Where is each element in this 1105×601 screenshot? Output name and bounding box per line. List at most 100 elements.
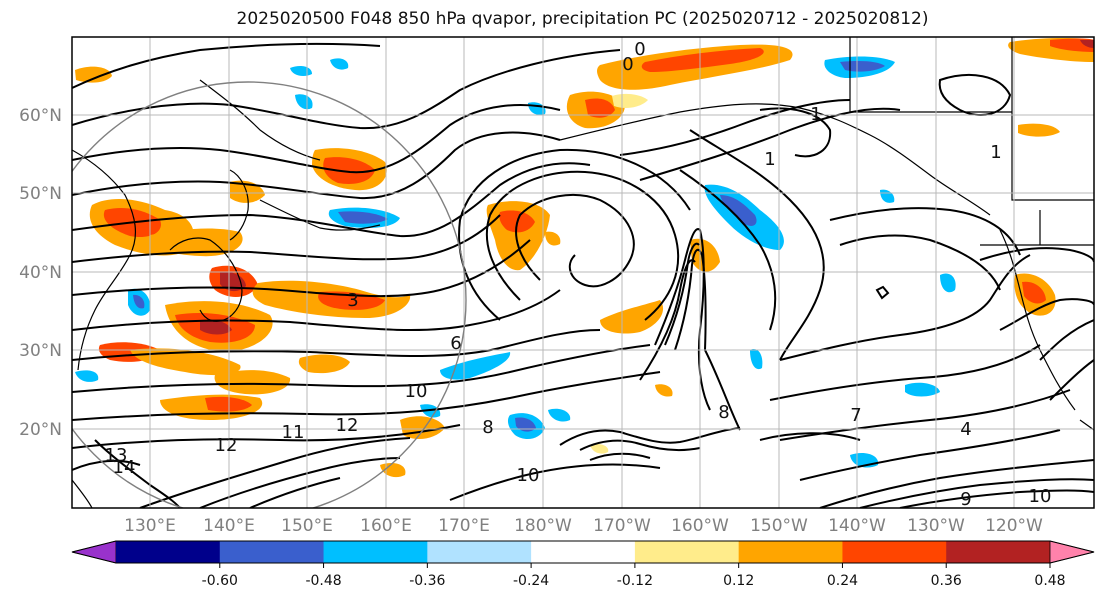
contour-label: 8 [718,402,729,423]
contour-line [199,457,401,508]
precip-patch [750,349,763,370]
lon-label: 180°W [514,516,572,536]
chart-title: 2025020500 F048 850 hPa qvapor, precipit… [236,9,929,29]
colorbar-tick-label: -0.60 [202,573,238,589]
contour-label: 7 [850,405,861,426]
contour-label: 1 [764,149,775,170]
precip-patch [548,408,571,422]
lat-label: 50°N [19,184,62,204]
lon-label: 130°W [907,516,965,536]
latitude-labels: 60°N 50°N 40°N 30°N 20°N [19,106,62,440]
contour-labels: 0 0 1 1 1 3 6 7 8 8 10 10 11 12 12 13 14… [105,39,1052,510]
colorbar-tick-label: -0.36 [409,573,445,589]
precip-patch [200,319,232,335]
contour-label: 4 [960,419,971,440]
contour-line [72,344,651,393]
contour-line [72,424,461,449]
gridlines [72,37,1094,508]
precip-patch [840,61,885,72]
contour-label: 0 [634,39,645,60]
coastline [259,199,381,231]
contour-label: 10 [517,465,540,486]
contour-line [72,214,501,263]
precip-patch [133,294,145,309]
precip-patch [214,370,291,395]
contour-label: 1 [990,142,1001,163]
precip-patch [75,370,99,382]
colorbar-tick-label: 0.48 [1034,573,1065,589]
contour-line [72,289,561,332]
range-circle [72,81,467,508]
lat-label: 20°N [19,420,62,440]
coastline [72,149,136,371]
contour-line [999,298,1094,331]
precip-patch [130,348,241,376]
contour-line [689,129,825,361]
precip-patch [295,94,313,110]
contour-label: 10 [1029,486,1052,507]
colorbar: -0.60 -0.48 -0.36 -0.24 -0.12 0.12 0.24 0.36 0.4… [71,540,1095,589]
contour-line [759,432,861,441]
colorbar-outline [71,540,1095,564]
contour-label: 9 [960,489,971,510]
contour-line [979,247,1094,263]
lon-label: 160°W [671,516,729,536]
lon-label: 140°E [203,516,255,536]
precip-patch [330,58,349,70]
lon-label: 170°W [593,516,651,536]
contour-line [829,207,1021,256]
colorbar-segment [219,541,325,563]
lon-label: 150°E [281,516,333,536]
colorbar-extend-high [1049,540,1095,564]
precip-patch [720,195,757,226]
contour-line [875,285,890,300]
lon-label: 160°E [360,516,412,536]
precip-patch [338,211,388,224]
contour-line [1039,319,1094,361]
precip-patch [641,48,764,72]
longitude-labels: 130°E 140°E 150°E 160°E 170°E 180°W 170°… [124,516,1043,536]
lon-label: 120°W [985,516,1043,536]
contour-line [938,74,1012,116]
precip-patch [515,417,536,432]
contour-line [1049,359,1094,401]
colorbar-tick-label: 0.12 [723,573,754,589]
coastline [169,237,243,322]
precip-patch [545,231,561,246]
colorbar-tick-label: 0.24 [827,573,858,589]
precip-patch [1018,123,1060,137]
contour-line [819,459,1094,508]
contour-line [589,452,651,461]
lon-label: 170°E [438,516,490,536]
qvapor-contours [72,42,1094,508]
precip-patch [75,66,112,83]
colorbar-segment [531,541,636,563]
lon-label: 140°W [828,516,886,536]
coastline [559,103,991,216]
contour-line [579,439,701,452]
contour-line [72,459,141,471]
contour-label: 10 [405,381,428,402]
precip-patch [323,157,375,184]
contour-line [485,170,680,321]
lat-label: 30°N [19,341,62,361]
contour-line [515,194,635,288]
colorbar-segment [323,541,428,563]
colorbar-segment [116,541,221,563]
precip-patch [612,93,648,108]
colorbar-segment [842,541,947,563]
colorbar-tick-label: -0.24 [513,573,549,589]
colorbar-tick-label: -0.12 [617,573,653,589]
contour-line [72,239,531,298]
precip-patch [600,300,664,334]
precip-patch [440,352,511,380]
contour-line [639,107,901,181]
contour-label: 0 [622,54,633,75]
contour-line [859,478,1094,508]
contour-line [449,463,661,501]
colorbar-extend-low [71,540,117,564]
contour-label: 11 [282,422,305,443]
precip-patch [940,273,956,293]
contour-line [72,371,661,421]
